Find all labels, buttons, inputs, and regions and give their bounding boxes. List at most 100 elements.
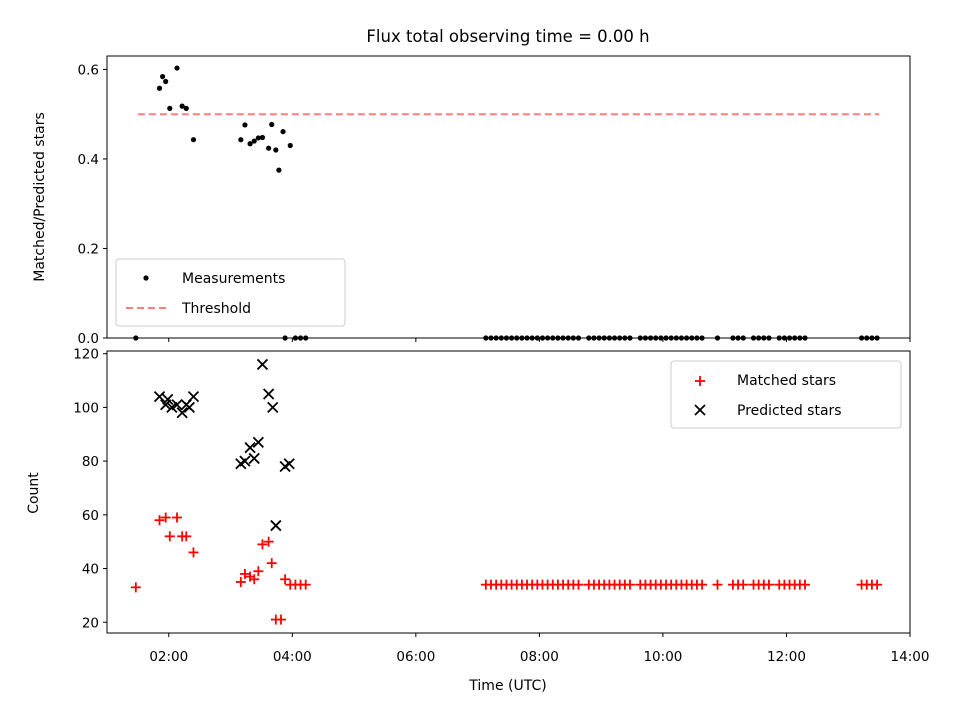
- matched-star-marker: [235, 576, 246, 587]
- bottom-x-tick-label: 10:00: [643, 649, 682, 665]
- matched-star-marker: [249, 574, 260, 585]
- top-y-tick-label: 0.6: [78, 62, 99, 78]
- measurement-point: [174, 65, 180, 71]
- measurement-point: [167, 105, 173, 111]
- matched-star-marker: [188, 547, 199, 558]
- measurement-point: [269, 121, 275, 128]
- bottom-y-tick-label: 80: [82, 454, 99, 470]
- matched-star-marker: [624, 579, 635, 590]
- x-axis-label: Time (UTC): [468, 678, 546, 694]
- matched-star-marker: [573, 579, 584, 590]
- bottom-legend: Matched stars Predicted stars: [670, 360, 902, 429]
- measurement-point: [255, 135, 261, 141]
- measurement-point: [273, 147, 279, 153]
- measurement-point: [276, 167, 282, 173]
- measurement-point: [179, 103, 185, 109]
- top-x-ticks: [168, 338, 911, 342]
- predicted-star-marker: [248, 452, 260, 465]
- matched-star-marker: [275, 614, 286, 625]
- measurement-point: [280, 129, 286, 135]
- matched-star-marker: [738, 579, 749, 590]
- top-legend: Measurements Threshold: [115, 258, 346, 327]
- matched-star-marker: [697, 579, 708, 590]
- bottom-x-tick-label: 12:00: [767, 649, 806, 665]
- matched-star-marker: [164, 531, 175, 542]
- matched-star-marker: [763, 579, 774, 590]
- matched-star-marker: [160, 512, 171, 523]
- legend-matched-marker: [695, 376, 705, 386]
- matched-star-marker: [872, 579, 883, 590]
- bottom-x-tick-label: 14:00: [891, 649, 930, 665]
- top-y-ticks: 0.0 0.2 0.4 0.6: [78, 62, 107, 347]
- matched-star-marker: [130, 582, 141, 593]
- top-panel: 0.0 0.2 0.4 0.6 Matched/Predicted stars Mea…: [32, 55, 911, 347]
- bottom-y-tick-label: 40: [82, 562, 99, 578]
- bottom-x-ticks: 02:00 04:00 06:00 08:00 10:00 12:00 14:00: [149, 633, 929, 665]
- predicted-star-marker: [270, 519, 282, 532]
- predicted-star-marker: [267, 401, 279, 414]
- top-legend-box: [115, 258, 346, 327]
- bottom-x-tick-label: 04:00: [273, 649, 312, 665]
- predicted-star-marker: [162, 393, 174, 405]
- predicted-star-marker: [256, 358, 269, 371]
- matched-star-marker: [257, 539, 268, 550]
- predicted-star-marker: [262, 388, 275, 400]
- matched-star-marker: [172, 512, 183, 523]
- measurement-point: [238, 137, 244, 143]
- top-axes-frame: [106, 55, 911, 339]
- top-y-tick-label: 0.2: [78, 241, 99, 257]
- matched-star-marker: [712, 579, 723, 590]
- legend-predicted-label: Predicted stars: [737, 403, 842, 419]
- matched-star-marker: [300, 579, 311, 590]
- legend-measurements-marker: [143, 275, 149, 281]
- top-y-tick-label: 0.0: [78, 331, 99, 347]
- bottom-y-ticks: 20 40 60 80 100 120: [73, 347, 107, 631]
- measurement-point: [190, 137, 197, 143]
- matched-star-marker: [253, 566, 264, 577]
- predicted-star-marker: [171, 399, 183, 411]
- predicted-star-marker: [153, 391, 166, 403]
- legend-measurements-label: Measurements: [182, 271, 285, 287]
- legend-threshold-label: Threshold: [181, 301, 251, 317]
- bottom-x-tick-label: 06:00: [396, 649, 435, 665]
- measurement-point: [163, 78, 169, 85]
- matched-star-marker: [154, 515, 165, 526]
- bottom-plot-marks: [130, 358, 883, 625]
- predicted-star-marker: [252, 436, 264, 448]
- matched-star-marker: [280, 574, 291, 585]
- bottom-legend-box: [670, 360, 902, 429]
- bottom-panel: 20 40 60 80 100 120 02:00 04:00 06:00 08:00 10:00…: [26, 347, 929, 694]
- matched-star-marker: [799, 579, 810, 590]
- measurement-point: [156, 85, 163, 91]
- measurement-point: [159, 73, 166, 80]
- top-y-axis-label: Matched/Predicted stars: [32, 112, 48, 282]
- measurement-point: [251, 138, 257, 144]
- matched-star-marker: [263, 536, 274, 547]
- measurement-point: [247, 141, 253, 147]
- matched-star-marker: [181, 531, 192, 542]
- predicted-star-marker: [239, 455, 251, 467]
- matched-star-marker: [266, 558, 277, 569]
- predicted-star-marker: [176, 407, 188, 419]
- bottom-x-tick-label: 02:00: [149, 649, 188, 665]
- bottom-y-tick-label: 100: [73, 400, 99, 416]
- bottom-y-tick-label: 20: [82, 615, 99, 631]
- chart-title: Flux total observing time = 0.00 h: [366, 27, 649, 46]
- measurement-point: [266, 145, 272, 151]
- bottom-axes-frame: [106, 350, 911, 634]
- predicted-star-marker: [283, 458, 295, 470]
- predicted-star-marker: [244, 442, 256, 454]
- bottom-y-tick-label: 60: [82, 508, 99, 524]
- bottom-y-tick-label: 120: [73, 347, 99, 363]
- matched-star-marker: [239, 568, 250, 579]
- measurement-point: [242, 122, 248, 128]
- legend-predicted-marker: [694, 404, 706, 416]
- measurement-point: [183, 105, 189, 111]
- bottom-y-axis-label: Count: [26, 472, 42, 514]
- top-y-tick-label: 0.4: [78, 152, 99, 168]
- predicted-star-marker: [187, 391, 200, 403]
- bottom-x-tick-label: 08:00: [520, 649, 559, 665]
- legend-matched-label: Matched stars: [737, 373, 836, 389]
- measurement-point: [287, 142, 293, 149]
